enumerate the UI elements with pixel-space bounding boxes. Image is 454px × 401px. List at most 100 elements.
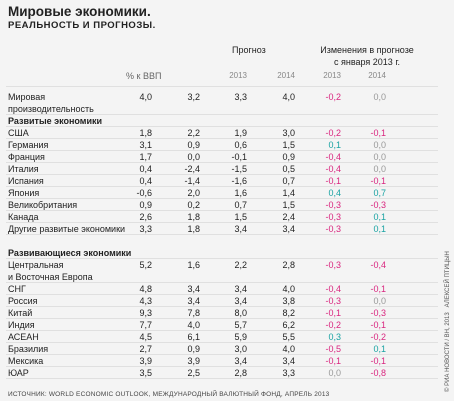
row-rule: [6, 222, 438, 223]
cell-value: 2,8: [282, 260, 295, 270]
row-rule: [6, 330, 438, 331]
cell-value: -0,3: [370, 308, 386, 318]
cell-value: 7,7: [139, 320, 152, 330]
cell-value: -0,1: [325, 308, 341, 318]
cell-value: -0,4: [325, 284, 341, 294]
cell-value: -0,2: [370, 332, 386, 342]
cell-value: 9,3: [139, 308, 152, 318]
row-label: Мировая производительность: [8, 92, 94, 114]
cell-value: 3,4: [282, 224, 295, 234]
cell-value: 1,5: [234, 212, 247, 222]
cell-value: 4,3: [139, 296, 152, 306]
cell-value: -1,6: [231, 176, 247, 186]
cell-value: 1,7: [139, 152, 152, 162]
cell-value: 3,4: [187, 296, 200, 306]
cell-value: 1,6: [234, 188, 247, 198]
cell-value: -0,4: [325, 152, 341, 162]
row-rule: [6, 162, 438, 163]
unit-header: % к ВВП: [126, 71, 162, 81]
cell-value: 1,5: [282, 140, 295, 150]
cell-value: 4,0: [187, 320, 200, 330]
cell-value: 0,9: [187, 344, 200, 354]
row-label: Индия: [8, 320, 35, 330]
row-rule: [6, 342, 438, 343]
row-label: Италия: [8, 164, 39, 174]
cell-value: 4,0: [282, 344, 295, 354]
cell-value: 1,8: [187, 224, 200, 234]
year-label: 2013: [323, 71, 341, 80]
cell-value: 2,2: [187, 128, 200, 138]
cell-value: 4,0: [282, 284, 295, 294]
cell-value: 0,0: [187, 152, 200, 162]
cell-value: 0,7: [373, 188, 386, 198]
subtitle: РЕАЛЬНОСТЬ И ПРОГНОЗЫ.: [8, 20, 156, 31]
cell-value: 6,1: [187, 332, 200, 342]
title: Мировые экономики.: [8, 4, 151, 19]
cell-value: -0,4: [370, 260, 386, 270]
cell-value: 3,4: [234, 284, 247, 294]
cell-value: 2,8: [234, 368, 247, 378]
cell-value: 3,1: [139, 140, 152, 150]
cell-value: 0,9: [139, 200, 152, 210]
row-label: Мексика: [8, 356, 44, 366]
cell-value: -0,3: [325, 296, 341, 306]
row-label: Великобритания: [8, 200, 78, 210]
row-label: Испания: [8, 176, 44, 186]
cell-value: 7,8: [187, 308, 200, 318]
row-rule: [6, 150, 438, 151]
row-label: Другие развитые экономики: [8, 224, 126, 234]
row-label: Бразилия: [8, 344, 49, 354]
cell-value: 1,8: [139, 128, 152, 138]
cell-value: 0,3: [328, 332, 341, 342]
cell-value: 0,5: [282, 164, 295, 174]
row-rule: [6, 282, 438, 283]
row-label: Канада: [8, 212, 39, 222]
cell-value: 0,6: [234, 140, 247, 150]
row-label: Япония: [8, 188, 40, 198]
cell-value: 3,4: [187, 284, 200, 294]
row-rule: [6, 210, 438, 211]
cell-value: -0,1: [370, 176, 386, 186]
forecast-header: Прогноз: [232, 45, 266, 55]
cell-value: 0,9: [187, 140, 200, 150]
cell-value: 3,4: [234, 224, 247, 234]
cell-value: 5,7: [234, 320, 247, 330]
cell-value: -0,1: [370, 356, 386, 366]
cell-value: 0,2: [187, 200, 200, 210]
cell-value: -0,2: [325, 128, 341, 138]
cell-value: 3,8: [282, 296, 295, 306]
row-rule: [6, 114, 438, 115]
cell-value: 3,3: [139, 224, 152, 234]
cell-value: 4,5: [139, 332, 152, 342]
credit: © РИА НОВОСТИ / ВН, 2013 АЛЕКСЕЙ ПТИЦЫН: [445, 251, 451, 392]
cell-value: 0,1: [328, 140, 341, 150]
cell-value: 1,8: [187, 212, 200, 222]
cell-value: 0,9: [282, 152, 295, 162]
cell-value: -0,6: [136, 188, 152, 198]
cell-value: -0,2: [325, 92, 341, 102]
cell-value: 2,6: [139, 212, 152, 222]
cell-value: 2,7: [139, 344, 152, 354]
cell-value: 3,0: [282, 128, 295, 138]
cell-value: 0,0: [373, 92, 386, 102]
cell-value: 0,0: [373, 152, 386, 162]
cell-value: 3,9: [187, 356, 200, 366]
row-rule: [6, 234, 438, 235]
cell-value: 5,5: [282, 332, 295, 342]
row-rule: [6, 318, 438, 319]
row-rule: [6, 306, 438, 307]
row-rule: [6, 126, 438, 127]
row-rule: [6, 258, 438, 259]
row-rule: [6, 378, 438, 379]
cell-value: 2,2: [234, 260, 247, 270]
cell-value: -0,3: [325, 224, 341, 234]
cell-value: -0,5: [325, 344, 341, 354]
cell-value: -0,3: [325, 200, 341, 210]
cell-value: 0,0: [373, 164, 386, 174]
row-label: Китай: [8, 308, 33, 318]
cell-value: 3,4: [234, 296, 247, 306]
cell-value: 3,4: [282, 356, 295, 366]
row-rule: [6, 186, 438, 187]
row-label: Германия: [8, 140, 49, 150]
